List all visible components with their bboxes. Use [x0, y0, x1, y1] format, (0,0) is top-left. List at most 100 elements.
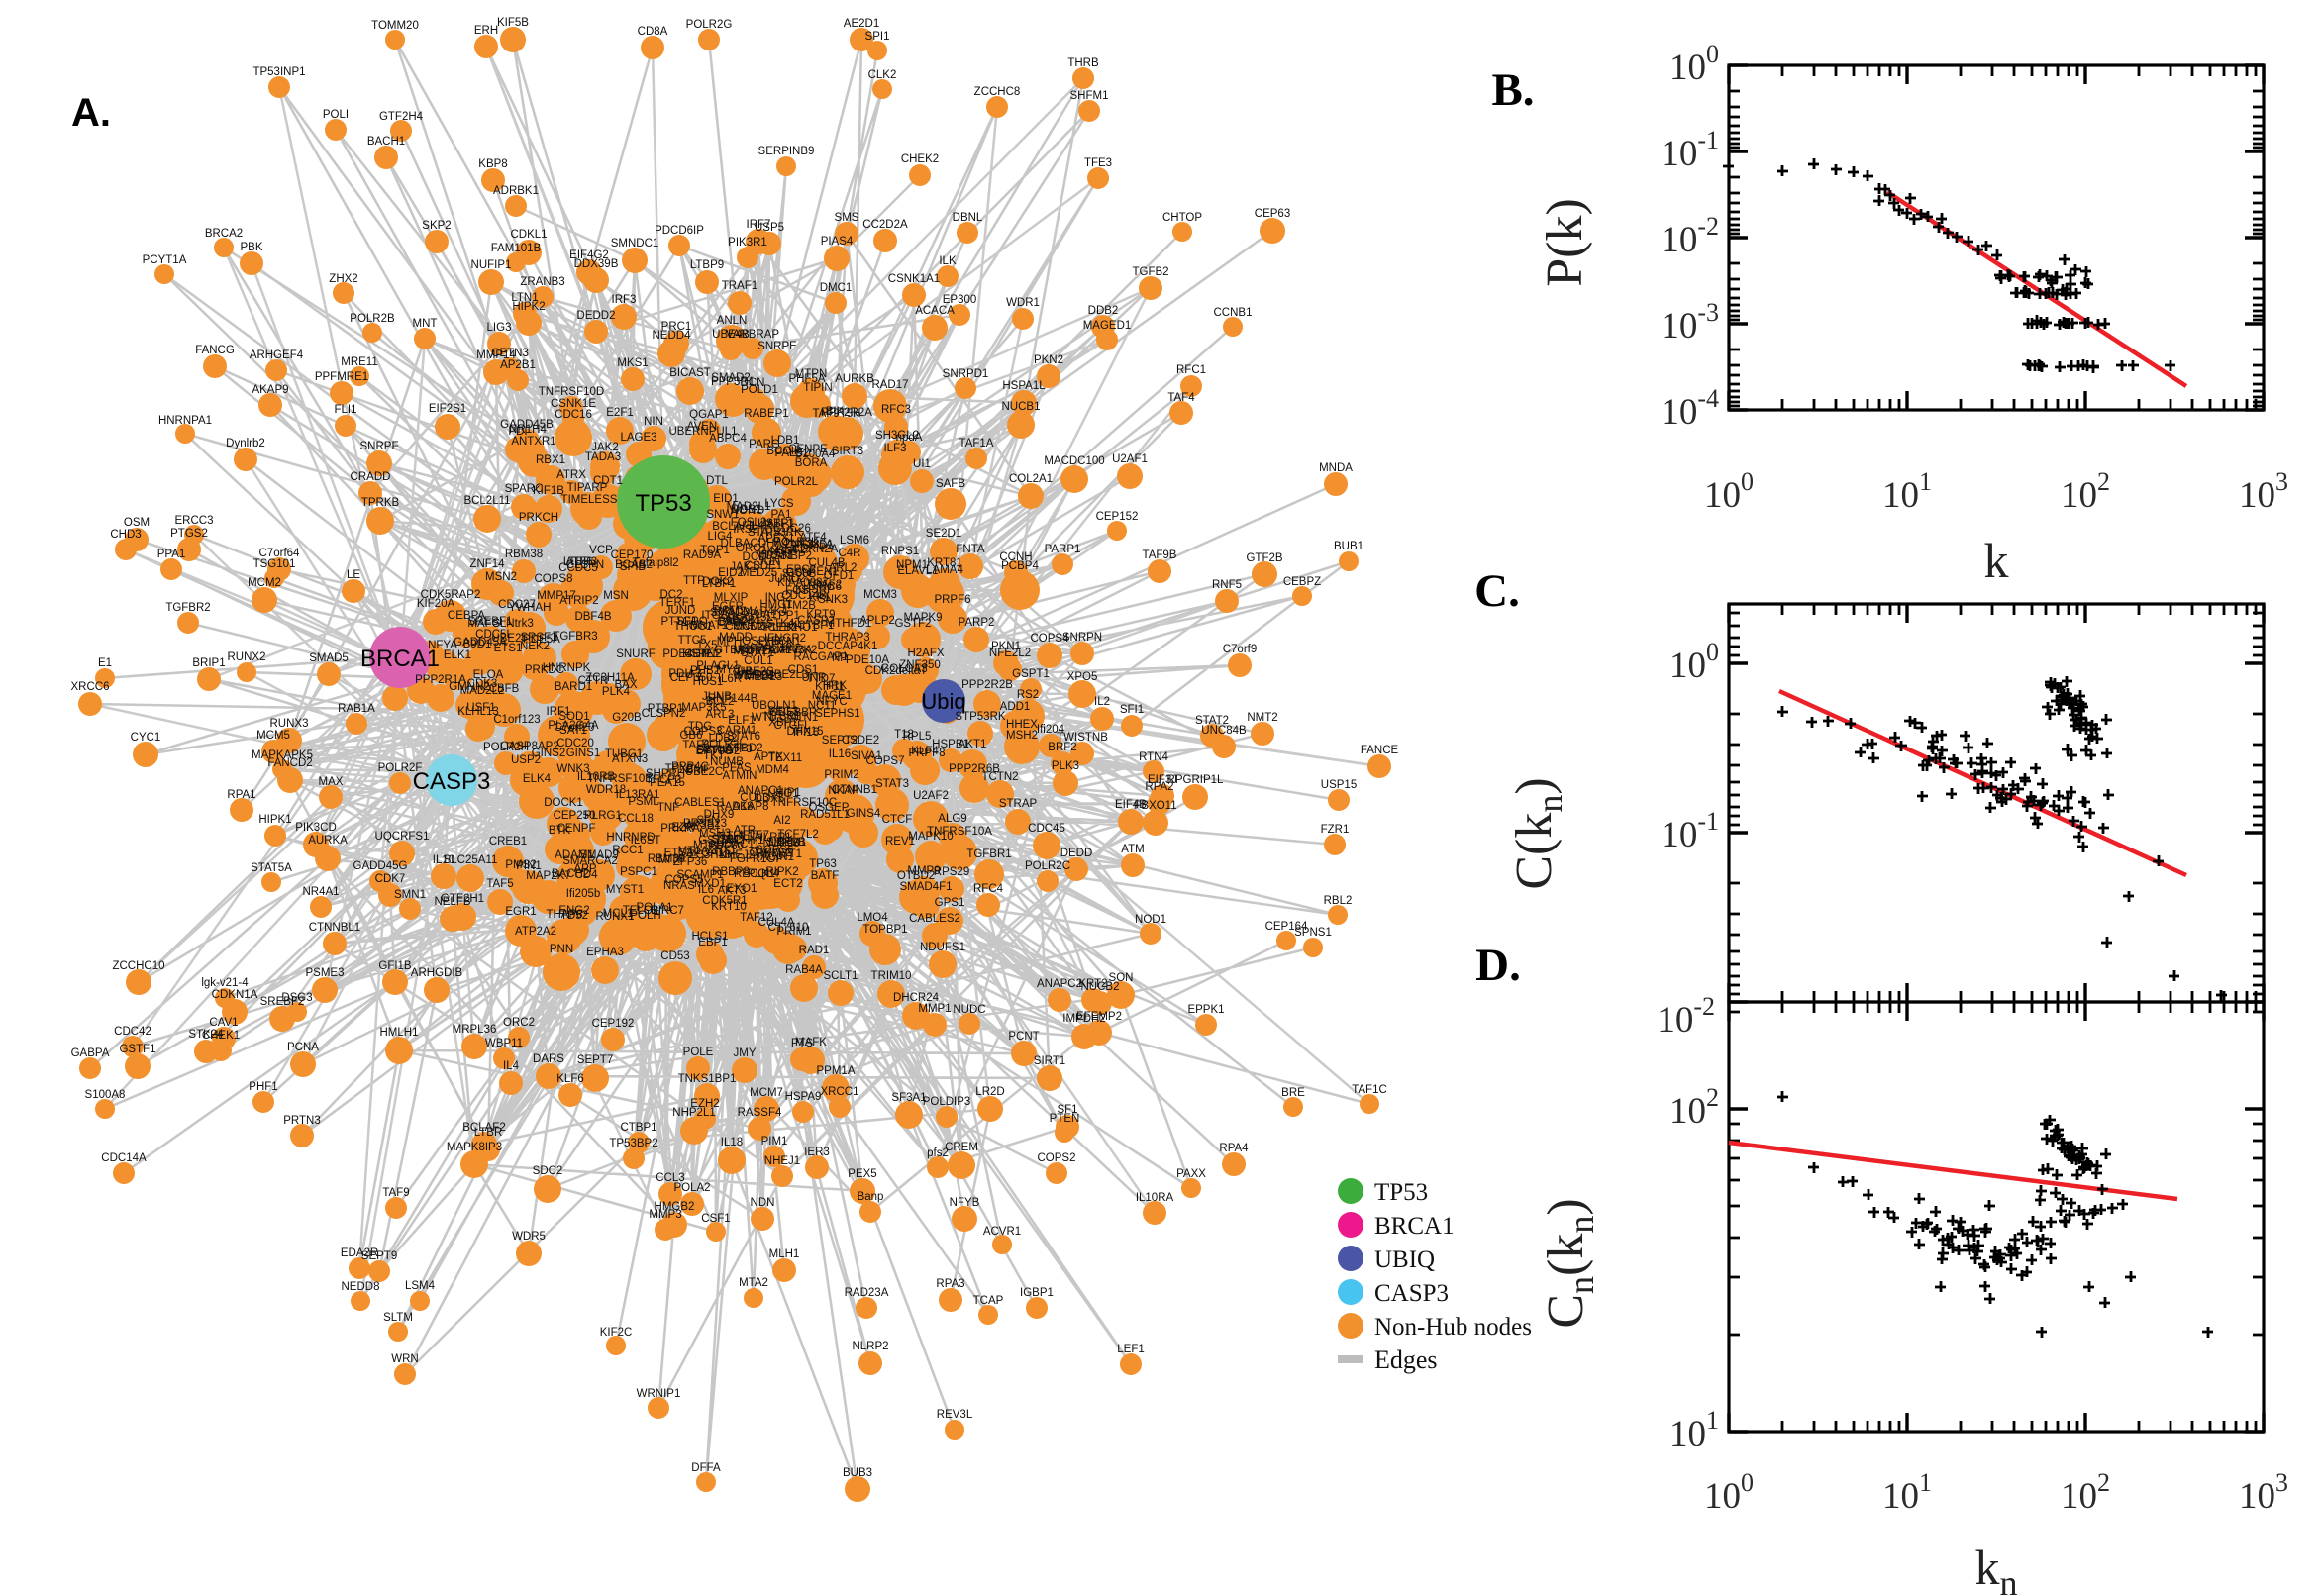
svg-text:VARBRAP: VARBRAP	[726, 329, 779, 341]
svg-text:RPGRIP1L: RPGRIP1L	[1167, 774, 1224, 786]
svg-text:RPA3: RPA3	[936, 1278, 964, 1290]
svg-text:HIPK1: HIPK1	[258, 814, 291, 826]
svg-text:ITM2B: ITM2B	[782, 600, 816, 612]
svg-text:SERPINB9: SERPINB9	[758, 146, 815, 157]
svg-text:H2AFY: H2AFY	[762, 645, 799, 656]
svg-text:RECQL4: RECQL4	[734, 868, 780, 880]
svg-text:PSML: PSML	[628, 796, 659, 808]
svg-text:XCTBP1: XCTBP1	[790, 620, 835, 632]
svg-text:IL18: IL18	[721, 1137, 743, 1148]
svg-text:DARS: DARS	[533, 1053, 564, 1065]
svg-text:FZR1: FZR1	[1321, 824, 1350, 836]
svg-text:SEPT9: SEPT9	[361, 1250, 397, 1262]
svg-text:STK4: STK4	[766, 618, 795, 630]
svg-text:LDB2: LDB2	[709, 733, 738, 745]
svg-text:GINS4: GINS4	[847, 808, 881, 820]
svg-text:PRPF6: PRPF6	[934, 594, 970, 606]
svg-text:STP53RK: STP53RK	[955, 711, 1005, 723]
svg-text:PRKDC: PRKDC	[525, 664, 564, 676]
svg-text:S100A8: S100A8	[85, 1089, 126, 1101]
svg-text:GTF2H4: GTF2H4	[379, 111, 424, 123]
svg-text:PNN: PNN	[550, 944, 573, 955]
svg-text:ZRANB3: ZRANB3	[520, 276, 564, 288]
svg-text:SLTM: SLTM	[383, 1312, 413, 1324]
svg-text:CHEK2: CHEK2	[901, 153, 939, 165]
svg-text:NPM1: NPM1	[896, 559, 928, 571]
svg-text:STAT5A: STAT5A	[251, 862, 292, 874]
svg-text:RABEP1: RABEP1	[744, 408, 788, 420]
svg-text:POLA2: POLA2	[673, 1182, 710, 1194]
svg-text:BTK: BTK	[549, 825, 571, 837]
svg-text:POLE: POLE	[683, 1047, 714, 1058]
svg-text:EZR: EZR	[672, 822, 695, 834]
svg-text:JAK1: JAK1	[730, 561, 758, 573]
svg-text:KHSRP: KHSRP	[795, 584, 835, 596]
svg-text:IL4R: IL4R	[749, 520, 772, 532]
svg-text:RCC1: RCC1	[612, 845, 643, 856]
svg-text:PRIM2: PRIM2	[824, 769, 858, 781]
svg-text:CDKN2A: CDKN2A	[792, 544, 839, 555]
svg-text:CSNK1A1: CSNK1A1	[888, 273, 940, 285]
svg-text:BORA: BORA	[795, 457, 828, 469]
svg-text:PPP2R2A: PPP2R2A	[821, 407, 872, 419]
svg-text:PPM1A: PPM1A	[817, 1065, 856, 1077]
svg-text:SEPT7: SEPT7	[577, 1054, 613, 1066]
svg-text:EID1: EID1	[713, 493, 739, 505]
svg-text:ced-4: ced-4	[769, 545, 798, 556]
svg-text:C1orf123: C1orf123	[493, 714, 540, 726]
svg-text:PRSS23: PRSS23	[683, 818, 727, 830]
svg-text:PRKRA: PRKRA	[660, 823, 700, 835]
svg-text:DBNL: DBNL	[953, 212, 983, 224]
svg-text:C(kn): C(kn)	[1506, 777, 1569, 889]
svg-text:AVEN: AVEN	[687, 421, 717, 433]
svg-text:EIF4B: EIF4B	[1115, 799, 1147, 811]
svg-text:REV1: REV1	[885, 836, 915, 848]
svg-text:ARL2: ARL2	[829, 562, 858, 574]
svg-text:RAD1: RAD1	[799, 945, 830, 956]
svg-text:DHX9: DHX9	[704, 809, 735, 821]
svg-text:SFI1: SFI1	[1120, 704, 1144, 716]
svg-text:UBE2C: UBE2C	[685, 766, 723, 778]
svg-text:RAB1A: RAB1A	[338, 703, 375, 715]
svg-text:SIRT1: SIRT1	[1034, 1055, 1065, 1067]
svg-text:102: 102	[2061, 1468, 2110, 1517]
svg-text:RAD9A: RAD9A	[683, 549, 722, 561]
svg-text:MAP4K4: MAP4K4	[743, 606, 788, 618]
svg-text:SRSF1: SRSF1	[520, 632, 556, 644]
svg-text:SREBF1: SREBF1	[468, 616, 513, 628]
svg-text:ERCC3: ERCC3	[175, 515, 214, 527]
svg-text:ARHGDIB: ARHGDIB	[411, 967, 463, 979]
svg-text:TFCP2: TFCP2	[646, 774, 681, 786]
svg-text:CCL18: CCL18	[618, 813, 654, 825]
svg-text:PCNA: PCNA	[287, 1042, 319, 1053]
svg-text:S100A4: S100A4	[795, 449, 837, 460]
svg-text:HMG1: HMG1	[759, 599, 792, 611]
svg-text:PPP2R2B: PPP2R2B	[961, 679, 1013, 691]
svg-text:NP: NP	[832, 652, 848, 664]
svg-text:NLRP1: NLRP1	[755, 832, 791, 844]
svg-text:CUL3: CUL3	[740, 792, 768, 804]
svg-text:MKS1: MKS1	[617, 357, 648, 369]
svg-text:CASP3: CASP3	[413, 768, 491, 795]
svg-text:SRRM1: SRRM1	[766, 837, 806, 848]
svg-text:SH3GL2: SH3GL2	[875, 430, 919, 442]
svg-text:100: 100	[1669, 638, 1719, 686]
svg-text:H2AFX: H2AFX	[907, 648, 944, 659]
svg-text:TGFB2: TGFB2	[1132, 266, 1168, 278]
svg-text:TAF4: TAF4	[1167, 392, 1195, 404]
svg-text:SCAMP1: SCAMP1	[676, 869, 723, 881]
svg-text:KIAA0087: KIAA0087	[777, 577, 829, 589]
svg-text:MAP3K5: MAP3K5	[681, 702, 726, 714]
svg-text:PKN1: PKN1	[991, 641, 1021, 652]
svg-text:USF1: USF1	[466, 702, 495, 714]
svg-text:GINS1: GINS1	[566, 748, 601, 759]
svg-text:FAM101B: FAM101B	[491, 243, 542, 254]
svg-text:BIRC6: BIRC6	[808, 581, 842, 593]
svg-text:LYCS: LYCS	[764, 498, 794, 510]
svg-text:POLR2G: POLR2G	[686, 19, 733, 31]
svg-text:E2F1: E2F1	[606, 407, 634, 419]
svg-text:NUCB1: NUCB1	[1002, 401, 1041, 413]
svg-text:EGFR: EGFR	[712, 601, 744, 613]
svg-text:LEF1: LEF1	[1117, 1344, 1145, 1355]
svg-text:EP300: EP300	[943, 294, 977, 306]
